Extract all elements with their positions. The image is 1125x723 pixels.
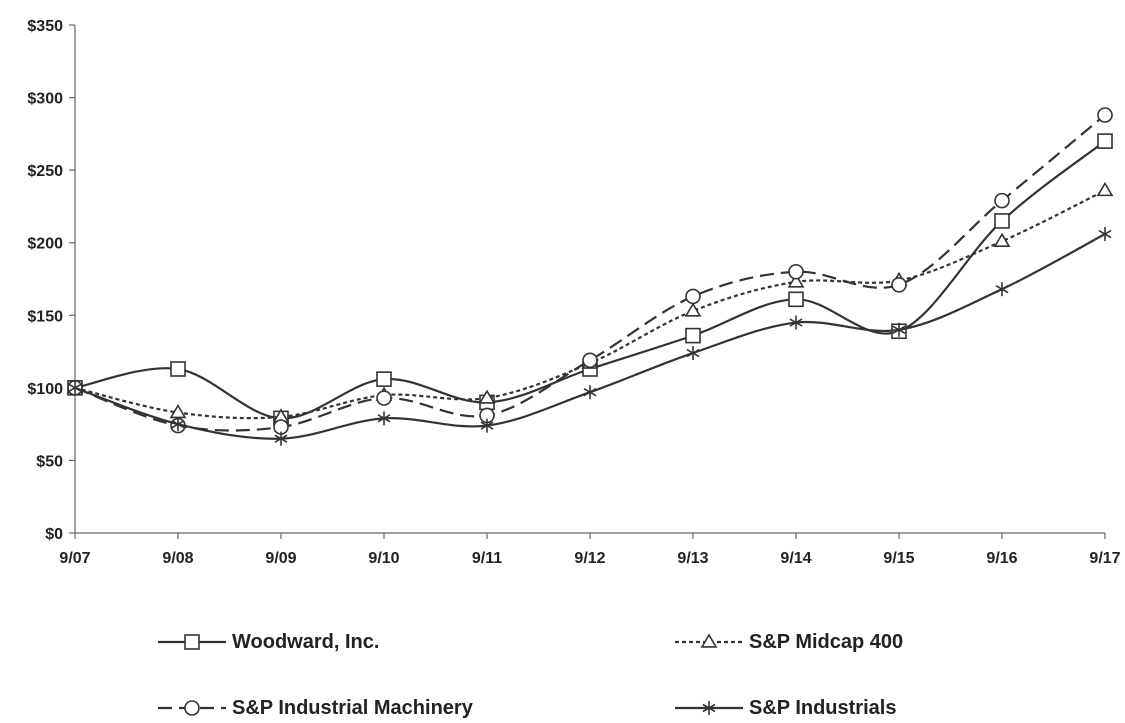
series-sandp-industrial-machinery — [67, 107, 1113, 435]
legend-marker — [184, 634, 200, 650]
legend: Woodward, Inc. S&P Midcap 400 S&P Industri… — [158, 631, 903, 719]
data-point — [480, 418, 494, 433]
asterisk-stroke — [480, 421, 494, 430]
asterisk-stroke — [583, 388, 597, 397]
asterisk-stroke — [686, 348, 700, 358]
data-point — [891, 277, 907, 293]
asterisk-stroke — [892, 325, 906, 334]
y-tick-label: $0 — [45, 526, 63, 543]
data-point — [274, 431, 288, 446]
data-point — [1098, 227, 1112, 242]
y-tick-label: $300 — [27, 91, 63, 108]
data-point — [1097, 133, 1113, 149]
y-tick-label: $250 — [27, 163, 63, 180]
legend-marker — [702, 701, 716, 715]
series-woodward-inc — [67, 133, 1113, 427]
data-point — [583, 385, 597, 400]
data-point — [170, 361, 186, 377]
data-point — [892, 322, 906, 337]
series-lines — [66, 107, 1114, 446]
data-point — [376, 371, 392, 387]
x-tick-label: 9/14 — [780, 550, 811, 567]
data-point — [993, 232, 1011, 247]
x-tick-label: 9/09 — [265, 550, 296, 567]
legend-marker — [184, 700, 200, 716]
asterisk-stroke — [789, 318, 803, 327]
legend-item-sandp-industrials: S&P Industrials — [675, 697, 896, 719]
series-sandp-industrials — [68, 227, 1112, 446]
y-tick-label: $350 — [27, 18, 63, 35]
legend-marker — [700, 633, 718, 648]
x-axis-tick-labels: 9/07 9/08 9/09 9/10 9/11 9/12 9/13 9/14 9/15 9/16… — [59, 533, 1121, 567]
data-point — [788, 291, 804, 308]
data-point — [684, 302, 702, 317]
data-point — [68, 380, 82, 395]
data-point — [788, 263, 804, 280]
legend-item-sandp-midcap-400: S&P Midcap 400 — [675, 631, 903, 653]
y-tick-label: $50 — [36, 453, 63, 470]
x-tick-label: 9/13 — [677, 550, 708, 567]
legend-label: Woodward, Inc. — [232, 631, 379, 653]
series-line-sandp-industrial-machinery — [74, 114, 1106, 432]
x-tick-label: 9/08 — [162, 550, 193, 567]
asterisk-stroke — [274, 434, 288, 443]
y-axis-tick-labels: $0 $50 $100 $150 $200 $250 $300 $350 — [27, 18, 75, 543]
x-tick-label: 9/11 — [472, 550, 502, 567]
x-tick-label: 9/17 — [1089, 550, 1120, 567]
asterisk-stroke — [377, 414, 391, 423]
legend-label: S&P Industrials — [749, 697, 896, 719]
data-point — [582, 352, 598, 369]
legend-label: S&P Midcap 400 — [749, 631, 903, 653]
asterisk-stroke — [702, 703, 716, 713]
data-point — [686, 346, 700, 361]
y-tick-label: $150 — [27, 308, 63, 325]
data-point — [789, 315, 803, 330]
y-tick-label: $100 — [27, 381, 63, 398]
data-point — [171, 417, 185, 432]
data-point — [995, 282, 1009, 297]
data-point — [787, 273, 805, 288]
legend-item-sandp-industrial-machinery: S&P Industrial Machinery — [158, 697, 474, 719]
series-line-woodward-inc — [74, 140, 1106, 420]
data-point — [994, 213, 1010, 229]
chart-axes — [74, 25, 1105, 534]
series-line-sandp-midcap-400 — [74, 189, 1106, 420]
legend-item-woodward-inc: Woodward, Inc. — [158, 631, 379, 653]
asterisk-stroke — [68, 383, 82, 393]
x-tick-label: 9/07 — [59, 550, 90, 567]
x-tick-label: 9/15 — [883, 550, 914, 567]
x-tick-label: 9/12 — [574, 550, 605, 567]
x-tick-label: 9/10 — [368, 550, 399, 567]
data-point — [685, 288, 701, 305]
data-point — [994, 192, 1010, 209]
asterisk-stroke — [171, 419, 185, 429]
data-point — [1096, 181, 1114, 197]
data-point — [685, 327, 701, 344]
data-point — [376, 390, 392, 406]
data-point — [478, 389, 496, 404]
y-tick-label: $200 — [27, 236, 63, 253]
legend-label: S&P Industrial Machinery — [232, 697, 474, 719]
data-point — [377, 411, 391, 426]
data-point — [1097, 107, 1113, 123]
x-tick-label: 9/16 — [986, 550, 1017, 567]
asterisk-stroke — [1098, 229, 1112, 239]
asterisk-stroke — [995, 284, 1009, 294]
